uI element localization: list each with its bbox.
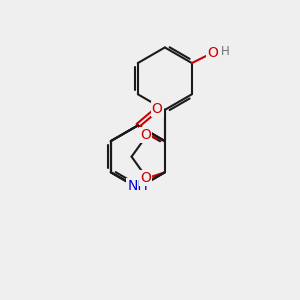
Text: H: H [221,45,230,58]
Text: O: O [207,46,218,60]
Text: O: O [152,102,163,116]
Text: O: O [140,171,151,185]
Text: O: O [140,128,151,142]
Text: NH: NH [128,179,148,194]
